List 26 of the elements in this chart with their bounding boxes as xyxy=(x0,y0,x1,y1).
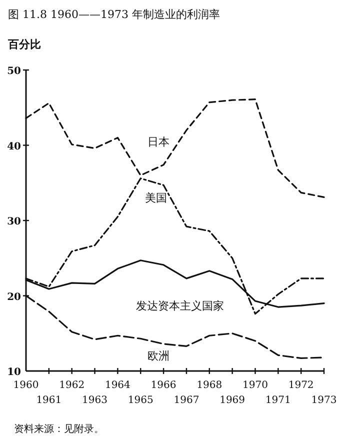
x-tick-label: 1961 xyxy=(36,395,62,406)
x-tick-label: 1968 xyxy=(196,380,222,391)
x-tick-label: 1966 xyxy=(150,380,176,391)
text: 资料来源：见附录。 xyxy=(14,423,104,435)
y-tick-label: 10 xyxy=(7,367,22,378)
x-tick-label: 1970 xyxy=(242,380,268,391)
series-label: 欧洲 xyxy=(147,350,170,363)
x-tick-label: 1973 xyxy=(311,395,337,406)
x-tick-label: 1963 xyxy=(82,395,108,406)
y-tick-label: 50 xyxy=(7,66,22,77)
x-tick-label: 1964 xyxy=(104,380,130,391)
x-tick-label: 1969 xyxy=(220,395,246,406)
x-tick-label: 1967 xyxy=(174,395,200,406)
x-tick-label: 1962 xyxy=(59,380,85,391)
x-tick-label: 1972 xyxy=(288,380,314,391)
x-tick-label: 1960 xyxy=(13,380,39,391)
y-tick-label: 30 xyxy=(7,216,22,228)
y-tick-label: 40 xyxy=(7,141,22,152)
series-label: 美国 xyxy=(145,192,168,205)
y-tick-label: 20 xyxy=(7,292,22,303)
chart-title: 图 11.8 1960——1973 年制造业的利润率 xyxy=(8,8,220,21)
y-axis-title: 百分比 xyxy=(7,38,41,51)
x-tick-label: 1971 xyxy=(265,395,291,406)
x-tick-label: 1965 xyxy=(128,395,154,406)
series-label: 发达资本主义国家 xyxy=(136,299,224,312)
series-label: 日本 xyxy=(147,135,170,148)
